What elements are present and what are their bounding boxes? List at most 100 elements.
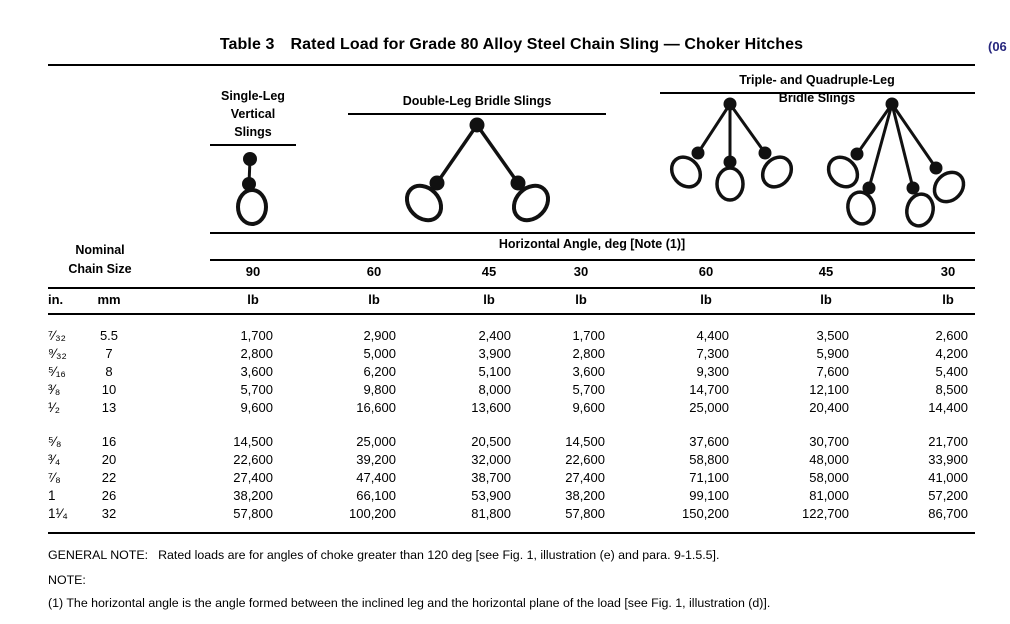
load-cell: 41,000 [928, 470, 968, 485]
load-cell: 9,600 [240, 400, 273, 415]
load-cell: 32,000 [471, 452, 511, 467]
load-cell: 150,200 [682, 506, 729, 521]
load-cell: 3,500 [816, 328, 849, 343]
load-cell: 81,800 [471, 506, 511, 521]
double-leg-label: Double-Leg Bridle Slings [402, 94, 552, 108]
double-leg-sling-icon [404, 117, 551, 223]
angle-header: 60 [366, 264, 382, 279]
rule-angle-band-top [210, 232, 975, 234]
general-note-line: GENERAL NOTE: Rated loads are for angles … [48, 548, 719, 562]
load-cell: 2,800 [572, 346, 605, 361]
load-cell: 86,700 [928, 506, 968, 521]
triple-leg-sling-icon [669, 97, 794, 202]
angle-header: 45 [481, 264, 497, 279]
load-cell: 122,700 [802, 506, 849, 521]
load-cell: 2,900 [363, 328, 396, 343]
load-cell: 37,600 [689, 434, 729, 449]
load-cell: 3,600 [240, 364, 273, 379]
load-cell: 14,700 [689, 382, 729, 397]
load-cell: 2,800 [240, 346, 273, 361]
load-cell: 5,700 [240, 382, 273, 397]
angle-header: 30 [940, 264, 956, 279]
table-row: ⁵⁄₈ 16 14,500 25,000 20,500 14,500 37,600 30,70… [0, 434, 1010, 452]
chain-size-mm-cell: 8 [105, 364, 113, 379]
chain-size-mm-cell: 16 [101, 434, 117, 449]
rule-triple-quad-label [660, 92, 975, 94]
angle-header: 90 [245, 264, 261, 279]
table-row: 1 26 38,200 66,100 53,900 38,200 99,100 81,000 5… [0, 488, 1010, 506]
load-cell: 99,100 [689, 488, 729, 503]
chain-size-in-cell: ¹⁄₂ [48, 400, 60, 415]
load-cell: 14,400 [928, 400, 968, 415]
chain-size-in-cell: ⁷⁄₃₂ [48, 328, 66, 343]
table-title-text: Rated Load for Grade 80 Alloy Steel Chai… [290, 36, 804, 53]
chain-size-mm-cell: 13 [101, 400, 117, 415]
load-cell: 14,500 [233, 434, 273, 449]
load-cell: 38,200 [565, 488, 605, 503]
table-row: ⁷⁄₈ 22 27,400 47,400 38,700 27,400 71,100 58,00… [0, 470, 1010, 488]
load-cell: 5,000 [363, 346, 396, 361]
row-header-line1: Nominal [75, 243, 125, 257]
load-cell: 5,400 [935, 364, 968, 379]
nominal-chain-size-header: Nominal Chain Size [68, 241, 131, 279]
load-cell: 27,400 [565, 470, 605, 485]
load-cell: 58,800 [689, 452, 729, 467]
load-cell: 57,800 [565, 506, 605, 521]
load-cell: 38,700 [471, 470, 511, 485]
table-row: ³⁄₈ 10 5,700 9,800 8,000 5,700 14,700 12,100 8,5… [0, 382, 1010, 400]
chain-size-mm-cell: 20 [101, 452, 117, 467]
chain-size-in-cell: 1 [48, 488, 56, 503]
single-leg-sling-icon [236, 152, 268, 226]
rule-table-bottom [48, 532, 975, 534]
load-cell: 100,200 [349, 506, 396, 521]
chain-size-mm-cell: 7 [105, 346, 113, 361]
rule-angle-band-bottom [210, 259, 975, 261]
load-cell: 14,500 [565, 434, 605, 449]
note-1-text: (1) The horizontal angle is the angle fo… [48, 596, 771, 610]
load-cell: 25,000 [356, 434, 396, 449]
chain-size-in-cell: ³⁄₄ [48, 452, 61, 467]
unit-lb-header: lb [247, 292, 259, 307]
general-note-label: GENERAL NOTE: [48, 548, 149, 562]
unit-lb-header: lb [820, 292, 832, 307]
load-cell: 1,700 [240, 328, 273, 343]
load-cell: 47,400 [356, 470, 396, 485]
load-cell: 27,400 [233, 470, 273, 485]
load-cell: 8,500 [935, 382, 968, 397]
unit-lb-header: lb [942, 292, 954, 307]
table-row: 1¹⁄₄ 32 57,800 100,200 81,800 57,800 150,200 12… [0, 506, 1010, 524]
load-cell: 25,000 [689, 400, 729, 415]
table-row: ⁵⁄₁₆ 8 3,600 6,200 5,100 3,600 9,300 7,600 5,400 [0, 364, 1010, 382]
load-cell: 66,100 [356, 488, 396, 503]
load-cell: 5,900 [816, 346, 849, 361]
table-row: ³⁄₄ 20 22,600 39,200 32,000 22,600 58,800 48,00… [0, 452, 1010, 470]
edition-tag: (06 [988, 39, 1007, 54]
rule-units-top [48, 287, 975, 289]
load-cell: 20,500 [471, 434, 511, 449]
unit-lb-header: lb [575, 292, 587, 307]
unit-lb-header: lb [483, 292, 495, 307]
triple-quad-leg-label: Triple- and Quadruple-Leg Bridle Slings [739, 73, 895, 105]
angle-header: 60 [698, 264, 714, 279]
rule-double-label [348, 113, 606, 115]
load-cell: 22,600 [233, 452, 273, 467]
unit-lb-header: lb [368, 292, 380, 307]
load-cell: 12,100 [809, 382, 849, 397]
load-cell: 1,700 [572, 328, 605, 343]
load-cell: 7,600 [816, 364, 849, 379]
load-cell: 58,000 [809, 470, 849, 485]
table-row: ⁷⁄₃₂ 5.5 1,700 2,900 2,400 1,700 4,400 3,500 2,6… [0, 328, 1010, 346]
load-cell: 7,300 [696, 346, 729, 361]
unit-mm-header: mm [97, 292, 121, 307]
chain-size-in-cell: ³⁄₈ [48, 382, 61, 397]
chain-size-mm-cell: 26 [101, 488, 117, 503]
unit-in-header: in. [48, 292, 64, 307]
chain-size-mm-cell: 32 [101, 506, 117, 521]
angle-header: 45 [818, 264, 834, 279]
load-cell: 21,700 [928, 434, 968, 449]
note-1-line: (1) The horizontal angle is the angle fo… [48, 596, 770, 610]
single-leg-label: Single-Leg Vertical Slings [221, 89, 285, 139]
table-number-label: Table 3 [219, 36, 275, 53]
load-cell: 5,100 [478, 364, 511, 379]
